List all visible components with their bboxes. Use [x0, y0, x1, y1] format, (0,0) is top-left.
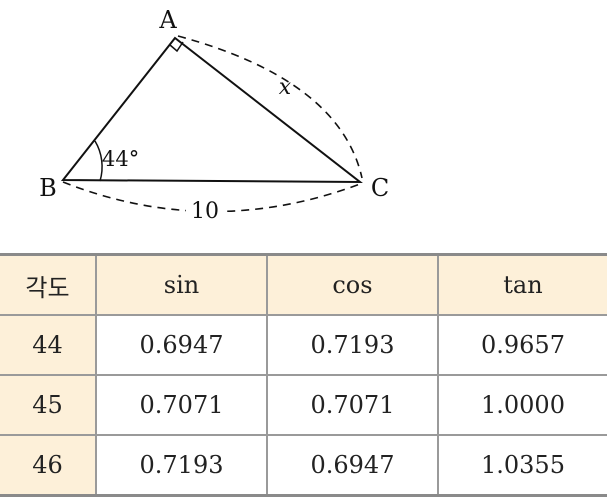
table-cell: cos	[265, 253, 439, 316]
table-cell: 46	[0, 434, 97, 497]
table-row: 44 0.6947 0.7193 0.9657	[0, 314, 607, 376]
side-label: x	[279, 75, 292, 100]
right-angle-mark	[169, 41, 184, 53]
header-row: 각도 sin cos tan	[0, 253, 607, 316]
table-row: 45 0.7071 0.7071 1.0000	[0, 374, 607, 436]
triangle-diagram: A B C x 44° 10	[39, 6, 389, 224]
angle-arc	[94, 140, 103, 182]
table-cell: 1.0000	[436, 374, 607, 436]
table-cell: 0.6947	[265, 434, 439, 497]
table-cell: 0.6947	[95, 314, 268, 376]
table-cell: tan	[436, 253, 607, 316]
angle-label: 44°	[102, 147, 139, 171]
table-cell: 45	[0, 374, 97, 436]
table-row: 46 0.7193 0.6947 1.0355	[0, 434, 607, 497]
table-cell: 0.7071	[95, 374, 268, 436]
table-cell: 0.9657	[436, 314, 607, 376]
vertex-label: A	[158, 6, 177, 34]
vertex-label: B	[39, 174, 57, 202]
trig-table: 각도 sin cos tan 44 0.6947 0.7193 0.9657 45 0.7071 0…	[0, 253, 607, 497]
side-arc	[177, 35, 363, 179]
label-bg	[186, 198, 224, 224]
table-cell: sin	[95, 253, 268, 316]
table-cell: 0.7193	[265, 314, 439, 376]
table-cell: 0.7193	[95, 434, 268, 497]
triangle	[60, 36, 363, 184]
table-cell: 44	[0, 314, 97, 376]
table-cell: 0.7071	[265, 374, 439, 436]
table-cell: 각도	[0, 253, 97, 316]
vertex-label: C	[371, 174, 389, 202]
table-cell: 1.0355	[436, 434, 607, 497]
base-label: 10	[191, 199, 219, 224]
